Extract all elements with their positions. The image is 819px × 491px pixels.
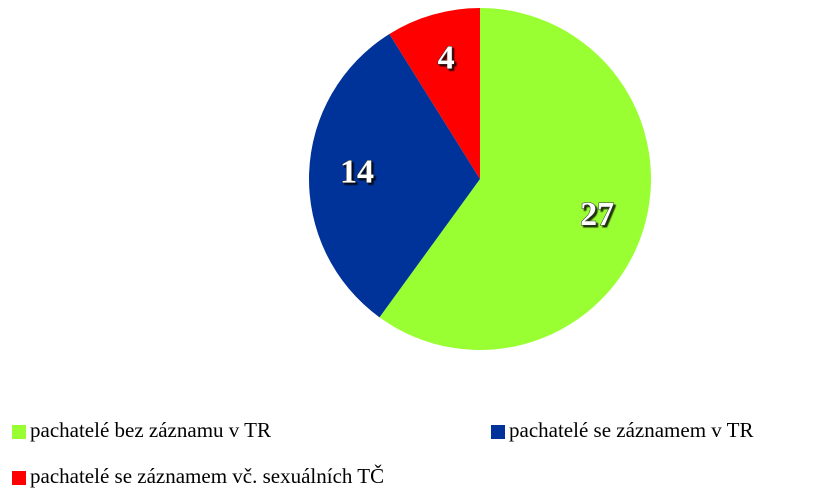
legend-label: pachatelé se záznamem v TR xyxy=(509,418,754,442)
data-label: 14 xyxy=(340,154,374,191)
pie-slice xyxy=(309,33,480,318)
legend-swatch xyxy=(12,471,26,485)
legend-swatch xyxy=(491,425,505,439)
pie-slice xyxy=(389,8,480,179)
legend-label: pachatelé bez záznamu v TR xyxy=(30,418,271,442)
pie-slice xyxy=(379,8,651,350)
legend-label: pachatelé se záznamem vč. sexuálních TČ xyxy=(30,464,384,488)
legend-swatch xyxy=(12,425,26,439)
data-label: 4 xyxy=(438,39,455,76)
data-label: 27 xyxy=(580,196,614,233)
